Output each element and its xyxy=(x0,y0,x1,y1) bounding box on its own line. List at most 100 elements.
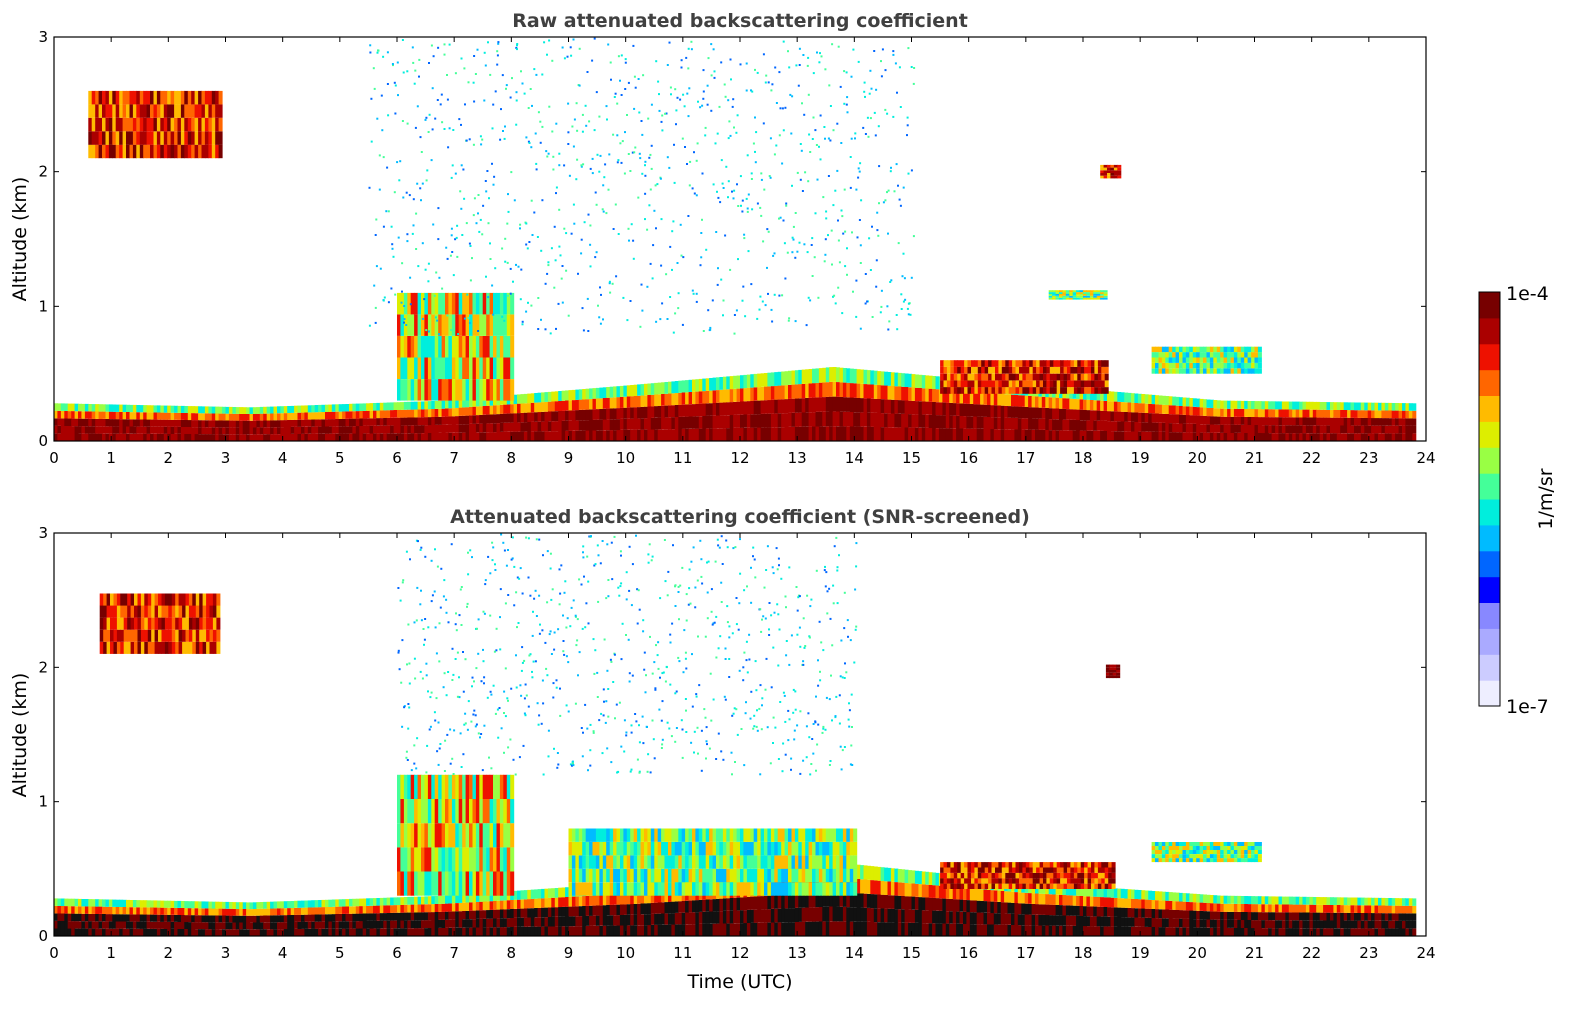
snr-cell xyxy=(698,899,703,912)
raw-cell xyxy=(479,379,484,401)
raw-cell xyxy=(1056,373,1061,381)
raw-noise-mark xyxy=(666,156,669,159)
raw-noise-mark xyxy=(869,69,872,72)
snr-cell xyxy=(170,900,175,908)
raw-cell xyxy=(252,434,257,441)
raw-noise-mark xyxy=(525,222,528,225)
raw-cell xyxy=(554,421,559,431)
raw-cell xyxy=(839,382,844,397)
snr-cell xyxy=(252,902,257,909)
raw-noise-mark xyxy=(525,136,528,139)
raw-noise-mark xyxy=(547,152,550,155)
snr-cell xyxy=(482,892,487,902)
raw-cell xyxy=(218,131,223,145)
raw-cell xyxy=(469,336,473,358)
raw-noise-mark xyxy=(584,104,587,107)
raw-noise-mark xyxy=(682,93,685,96)
raw-cell xyxy=(950,380,955,388)
raw-noise-mark xyxy=(611,282,614,285)
raw-cell xyxy=(1227,357,1232,363)
snr-cell xyxy=(184,922,189,929)
snr-cell xyxy=(345,906,350,914)
raw-cell xyxy=(856,369,861,384)
snr-cell xyxy=(561,897,566,907)
raw-cell xyxy=(1213,424,1218,433)
raw-cell xyxy=(1083,293,1087,296)
raw-cell xyxy=(981,366,986,374)
raw-noise-mark xyxy=(825,217,828,220)
raw-cell xyxy=(1330,402,1334,410)
snr-cell xyxy=(781,908,786,923)
raw-cell xyxy=(167,144,172,159)
raw-cell xyxy=(849,412,854,427)
raw-noise-mark xyxy=(474,73,477,75)
raw-cell xyxy=(1203,352,1207,358)
raw-cell xyxy=(204,420,209,428)
raw-cell xyxy=(1059,398,1063,409)
raw-cell xyxy=(1076,409,1081,421)
raw-cell xyxy=(678,428,683,441)
snr-cell xyxy=(180,901,185,908)
raw-cell xyxy=(462,424,467,433)
raw-cell xyxy=(928,414,933,428)
raw-cell xyxy=(1120,431,1125,441)
snr-cell xyxy=(386,905,391,913)
raw-noise-mark xyxy=(412,198,415,201)
raw-noise-mark xyxy=(589,224,592,227)
raw-cell xyxy=(499,404,504,414)
raw-cell xyxy=(1312,409,1317,418)
raw-cell xyxy=(784,371,789,386)
raw-cell xyxy=(434,292,439,315)
raw-cell xyxy=(990,393,995,406)
raw-noise-mark xyxy=(695,159,698,162)
raw-noise-mark xyxy=(369,51,372,54)
raw-cell xyxy=(698,391,703,404)
raw-cell xyxy=(1254,346,1259,353)
raw-cell xyxy=(957,360,962,367)
raw-noise-mark xyxy=(803,113,806,116)
snr-cell xyxy=(578,896,583,907)
raw-heatmap xyxy=(54,37,1417,441)
raw-noise-mark xyxy=(882,201,885,204)
raw-cell xyxy=(108,419,113,427)
raw-cell xyxy=(890,399,895,414)
raw-cell xyxy=(654,429,659,441)
raw-cell xyxy=(215,420,220,428)
raw-cell xyxy=(1189,406,1194,416)
raw-cell xyxy=(606,387,611,398)
raw-cell xyxy=(960,373,965,381)
snr-cell xyxy=(198,901,203,909)
snr-cell xyxy=(609,894,614,905)
raw-cell xyxy=(726,402,731,416)
snr-cell xyxy=(602,894,607,906)
raw-cell xyxy=(585,399,590,410)
snr-cell xyxy=(777,895,782,909)
raw-cell xyxy=(537,402,542,413)
raw-cell xyxy=(331,419,336,427)
raw-noise-mark xyxy=(682,256,685,259)
raw-noise-mark xyxy=(792,225,795,228)
raw-cell xyxy=(156,117,161,132)
snr-cell xyxy=(331,899,336,907)
raw-cell xyxy=(630,429,635,441)
raw-cell xyxy=(1039,373,1044,381)
raw-cell xyxy=(661,394,666,406)
raw-cell xyxy=(359,418,364,426)
raw-cell xyxy=(1103,410,1108,421)
raw-noise-mark xyxy=(630,223,633,226)
raw-cell xyxy=(695,403,700,417)
raw-cell xyxy=(740,427,744,441)
raw-cell xyxy=(328,419,333,427)
raw-cell xyxy=(84,433,89,441)
snr-cell xyxy=(307,907,312,915)
raw-cell xyxy=(981,360,986,367)
raw-noise-mark xyxy=(596,153,599,156)
raw-cell xyxy=(1233,352,1238,358)
snr-cell xyxy=(321,914,326,922)
snr-cell xyxy=(767,922,772,936)
raw-cell xyxy=(616,408,621,420)
raw-cell xyxy=(506,404,511,414)
raw-noise-mark xyxy=(886,112,889,115)
raw-cell xyxy=(1185,357,1190,363)
raw-cell xyxy=(1216,346,1221,353)
